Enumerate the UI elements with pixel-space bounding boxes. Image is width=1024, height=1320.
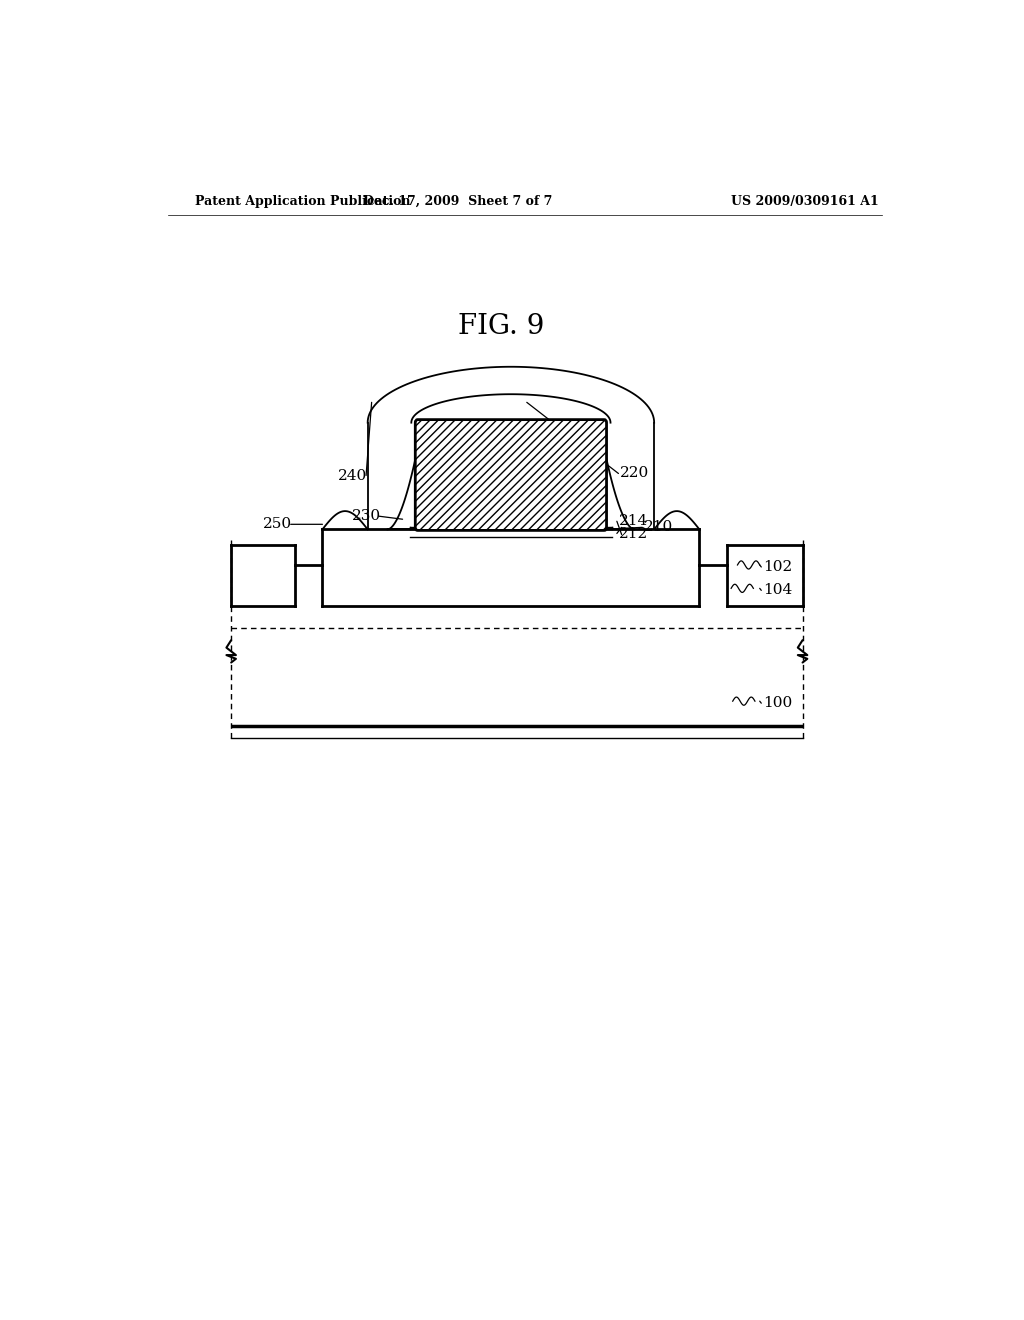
Text: 214: 214 — [618, 515, 648, 528]
Text: 250: 250 — [263, 517, 292, 532]
Text: 102: 102 — [763, 560, 793, 574]
Text: 100: 100 — [763, 696, 793, 710]
Text: Dec. 17, 2009  Sheet 7 of 7: Dec. 17, 2009 Sheet 7 of 7 — [362, 194, 552, 207]
Text: 220: 220 — [620, 466, 649, 480]
Text: 212: 212 — [618, 528, 648, 541]
Text: 240: 240 — [338, 469, 368, 483]
Text: FIG. 9: FIG. 9 — [458, 313, 544, 339]
Text: Patent Application Publication: Patent Application Publication — [196, 194, 411, 207]
Text: 230: 230 — [352, 510, 381, 523]
FancyBboxPatch shape — [416, 420, 606, 531]
Text: 104: 104 — [763, 583, 793, 598]
Text: US 2009/0309161 A1: US 2009/0309161 A1 — [731, 194, 879, 207]
Text: 210: 210 — [644, 520, 673, 535]
